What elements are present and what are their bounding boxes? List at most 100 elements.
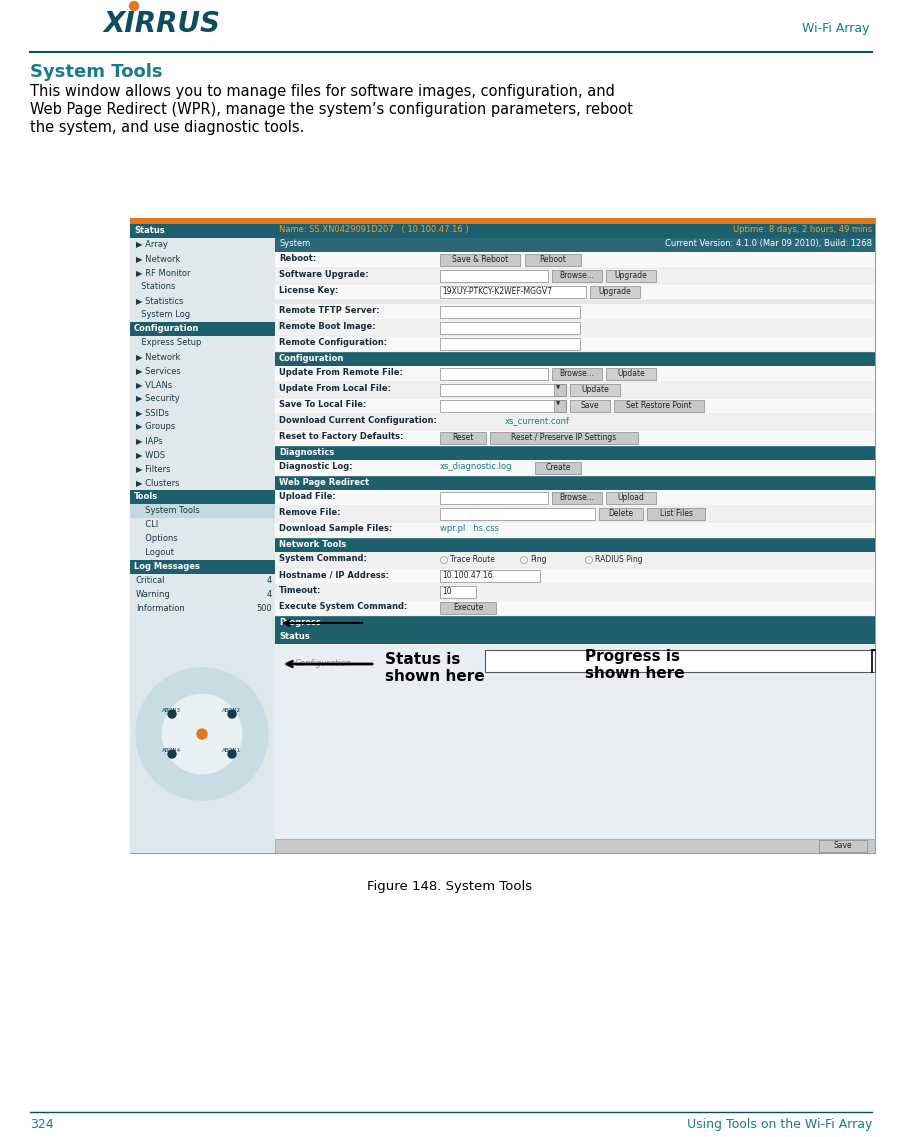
Text: Name: SS.XN0429091D207   ( 10.100.47.16 ): Name: SS.XN0429091D207 ( 10.100.47.16 ) [279, 225, 469, 234]
Text: CLI: CLI [140, 520, 159, 529]
Text: Update: Update [617, 370, 645, 377]
Bar [130, 588, 275, 601]
Text: Browse...: Browse... [560, 493, 595, 503]
Text: License Key:: License Key: [279, 287, 339, 294]
Bar [275, 538, 875, 551]
Bar [130, 462, 275, 476]
Text: Using Tools on the Wi-Fi Array: Using Tools on the Wi-Fi Array [687, 1118, 872, 1131]
Bar [535, 462, 581, 474]
Text: Upgrade: Upgrade [598, 287, 632, 296]
Bar [275, 616, 875, 630]
Text: Log Messages: Log Messages [134, 562, 200, 571]
Bar [490, 432, 638, 445]
Bar [599, 508, 643, 520]
Text: Remote Boot Image:: Remote Boot Image: [279, 322, 376, 331]
Bar [614, 400, 704, 412]
Circle shape [136, 669, 268, 800]
Circle shape [162, 695, 241, 773]
Text: ABGN4: ABGN4 [162, 748, 182, 753]
Bar [440, 269, 548, 282]
Text: System: System [279, 239, 310, 248]
Bar [130, 616, 275, 853]
Text: Web Page Redirect (WPR), manage the system’s configuration parameters, reboot: Web Page Redirect (WPR), manage the syst… [30, 102, 633, 117]
Bar [440, 586, 476, 598]
Text: Logout: Logout [140, 548, 174, 557]
Bar [275, 284, 875, 300]
Text: xs_current.conf: xs_current.conf [505, 416, 570, 425]
Bar [130, 546, 275, 561]
Bar [440, 254, 520, 266]
Circle shape [586, 556, 593, 564]
Bar [606, 368, 656, 380]
Bar [485, 650, 875, 672]
Text: Save: Save [833, 841, 852, 850]
Bar [275, 600, 875, 616]
Text: Download Current Configuration:: Download Current Configuration: [279, 416, 437, 425]
Bar [130, 504, 275, 518]
Text: ▶ WDS: ▶ WDS [136, 450, 165, 459]
Text: Hostname / IP Address:: Hostname / IP Address: [279, 570, 389, 579]
Text: ▶ Network: ▶ Network [136, 352, 180, 362]
Bar [554, 384, 566, 396]
Bar [440, 384, 566, 396]
Bar [275, 430, 875, 446]
Bar [275, 238, 875, 252]
Text: Update From Remote File:: Update From Remote File: [279, 368, 403, 377]
Bar [275, 337, 875, 352]
Text: ▶ RF Monitor: ▶ RF Monitor [136, 268, 190, 277]
Text: Execute: Execute [453, 603, 483, 612]
Text: Software Upgrade:: Software Upgrade: [279, 269, 369, 279]
Text: Options: Options [140, 534, 177, 543]
Circle shape [228, 709, 236, 717]
Bar [275, 218, 875, 224]
Text: Figure 148. System Tools: Figure 148. System Tools [368, 880, 532, 893]
Bar [130, 308, 275, 322]
Bar [552, 269, 602, 282]
Text: Browse...: Browse... [560, 271, 595, 280]
Text: Upgrade: Upgrade [614, 271, 648, 280]
Text: ▼: ▼ [556, 385, 560, 390]
Bar [819, 840, 867, 852]
Text: RADIUS Ping: RADIUS Ping [595, 555, 642, 564]
Bar [440, 492, 548, 504]
Bar [0, 0, 901, 55]
Bar [130, 337, 275, 350]
Text: Save: Save [580, 401, 599, 410]
Text: ▶ IAPs: ▶ IAPs [136, 435, 163, 445]
Bar [275, 252, 875, 268]
Bar [275, 476, 875, 490]
Bar [440, 601, 496, 614]
Bar [130, 218, 875, 224]
Text: Save To Local File:: Save To Local File: [279, 400, 367, 409]
Text: 4: 4 [267, 576, 272, 586]
Circle shape [168, 709, 176, 717]
Bar [552, 492, 602, 504]
Text: ▶ Array: ▶ Array [136, 240, 168, 249]
Text: Delete: Delete [608, 509, 633, 518]
Bar [130, 350, 275, 364]
Text: Reset: Reset [452, 433, 474, 442]
Text: Uptime: 8 days, 2 hours, 49 mins: Uptime: 8 days, 2 hours, 49 mins [733, 225, 872, 234]
Text: Save & Reboot: Save & Reboot [452, 255, 508, 264]
Text: System Command:: System Command: [279, 554, 367, 563]
Text: Critical: Critical [136, 576, 166, 586]
Bar [130, 406, 275, 420]
Text: Progress is
shown here: Progress is shown here [585, 649, 685, 681]
Bar [130, 377, 275, 392]
Text: ABGN2: ABGN2 [223, 708, 241, 713]
Bar [275, 319, 875, 337]
Text: Upload File:: Upload File: [279, 492, 336, 501]
Text: Download Sample Files:: Download Sample Files: [279, 524, 392, 533]
Text: xs_diagnostic.log: xs_diagnostic.log [440, 462, 513, 471]
Text: Configuration: Configuration [279, 354, 344, 363]
Text: ▶ Services: ▶ Services [136, 366, 181, 375]
Bar [590, 287, 640, 298]
Text: Reset to Factory Defaults:: Reset to Factory Defaults: [279, 432, 404, 441]
Text: Remote TFTP Server:: Remote TFTP Server: [279, 306, 379, 315]
Circle shape [228, 750, 236, 758]
Text: XIRRUS: XIRRUS [104, 10, 221, 38]
Text: 19XUY-PTKCY-K2WEF-MGGV7: 19XUY-PTKCY-K2WEF-MGGV7 [442, 287, 552, 296]
Bar [130, 294, 275, 308]
Bar [275, 584, 875, 600]
Text: Reset / Preserve IP Settings: Reset / Preserve IP Settings [512, 433, 616, 442]
